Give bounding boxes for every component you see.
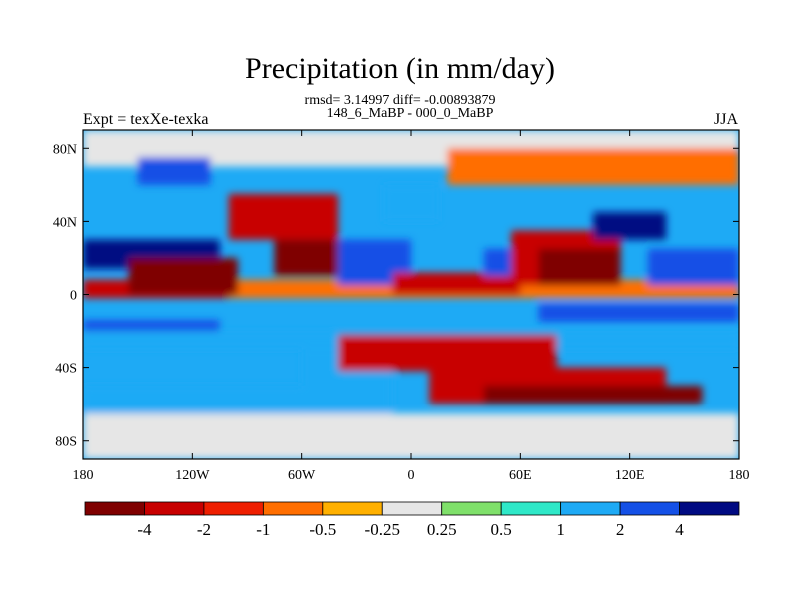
colorbar-swatch [619,501,680,516]
y-tick-label: 80N [53,142,77,157]
colorbar-label: -4 [137,520,152,539]
x-tick-label: 60E [509,468,532,483]
anomaly-region [483,385,703,405]
y-tick-label: 0 [70,289,77,304]
anomaly-region [383,184,439,222]
colorbar-label: -2 [197,520,211,539]
colorbar-swatch [203,501,264,516]
colorbar-swatch [262,501,324,516]
chart-comparison: 148_6_MaBP - 000_0_MaBP [326,106,494,121]
anomaly-region [392,272,521,295]
colorbar-swatch [381,501,443,516]
y-axis: 80N 40N 0 40S 80S [53,142,739,450]
colorbar-label: 0.25 [427,520,457,539]
anomaly-region [538,303,739,322]
colorbar-swatch [144,501,205,516]
anomaly-region [338,334,557,372]
x-tick-label: 120E [615,468,645,483]
colorbar-label: 1 [556,520,565,539]
x-tick-label: 180 [729,468,750,483]
colorbar-swatch [500,501,562,516]
anomaly-field [83,130,739,459]
colorbar-label: -1 [256,520,270,539]
colorbar-swatch [560,501,621,516]
colorbar-label: -0.25 [365,520,400,539]
colorbar-swatch [441,501,502,516]
colorbar-label: 0.5 [491,520,512,539]
anomaly-region [228,193,339,240]
y-tick-label: 80S [55,435,77,450]
x-axis: 180 120W 60W 0 60E 120E 180 [73,130,750,483]
chart-stats: rmsd= 3.14997 diff= -0.00893879 [304,93,496,108]
chart-title: Precipitation (in mm/day) [245,52,555,85]
anomaly-region [83,385,320,414]
colorbar-label: 2 [616,520,625,539]
x-tick-label: 60W [288,468,316,483]
x-tick-label: 0 [408,468,415,483]
y-tick-label: 40N [53,215,77,230]
anomaly-region [128,257,238,295]
anomaly-region [593,212,667,240]
colorbar-label: -0.5 [309,520,336,539]
x-tick-label: 120W [175,468,210,483]
season-label: JJA [713,111,738,128]
anomaly-region [137,157,211,185]
colorbar-swatch [322,501,383,516]
anomaly-region [83,413,739,459]
anomaly-region [647,248,739,286]
y-tick-label: 40S [55,362,77,377]
colorbar: -4 -2 -1 -0.5 -0.25 0.25 0.5 1 2 4 [84,501,740,539]
colorbar-label: 4 [675,520,684,539]
anomaly-region [447,148,739,185]
anomaly-region [274,239,348,277]
experiment-label: Expt = texXe-texka [83,111,209,128]
x-tick-label: 180 [73,468,94,483]
anomaly-region [538,248,621,286]
colorbar-swatch [84,501,145,516]
colorbar-swatch [679,501,740,516]
